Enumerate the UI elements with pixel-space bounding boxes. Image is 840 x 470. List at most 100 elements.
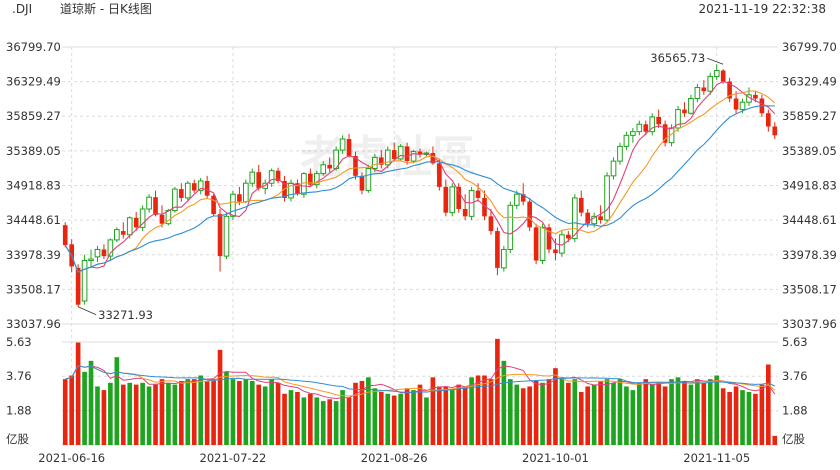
volume-bar-up (249, 380, 255, 445)
volume-bar-down (443, 386, 449, 445)
volume-bar-down (701, 382, 707, 445)
candle-body-down (462, 208, 468, 217)
volume-bar-down (546, 379, 552, 445)
volume-bar-up (82, 371, 87, 445)
candle-body-up (107, 239, 114, 257)
candle-body-down (662, 124, 668, 143)
candle-body-down (217, 214, 223, 257)
volume-bar-down (682, 380, 687, 445)
candle-body-down (643, 124, 649, 132)
volume-bar-down (62, 379, 68, 445)
volume-bar-up (301, 397, 307, 445)
volume-bar-down (133, 384, 139, 445)
low-label: 33271.93 (98, 308, 153, 322)
candle-body-down (437, 163, 442, 187)
candle-body-down (578, 197, 584, 213)
candle-body-down (327, 164, 333, 169)
volume-bar-down (327, 399, 333, 445)
volume-unit-right: 亿股 (782, 432, 805, 446)
price-tick-label-left: 33037.96 (6, 317, 61, 331)
volume-bar-up (624, 386, 629, 445)
candle-body-down (204, 180, 210, 196)
candle-body-down (346, 139, 352, 156)
volume-bar-up (333, 401, 339, 445)
candle-body-down (359, 175, 365, 191)
volume-bar-up (314, 397, 320, 445)
volume-bar-down (359, 380, 365, 445)
candle-body-down (520, 194, 526, 202)
candle-body-up (139, 208, 146, 228)
volume-bar-up (95, 386, 100, 445)
volume-bar-down (527, 386, 532, 445)
candle-body-up (365, 167, 372, 192)
candle-body-down (546, 227, 552, 250)
candle-body-up (397, 145, 404, 160)
candle-body-up (223, 215, 230, 257)
price-tick-label-left: 36799.70 (6, 40, 61, 54)
candle-body-up (88, 258, 94, 262)
price-tick-label-right: 33508.17 (782, 282, 837, 296)
candle-body-up (649, 116, 656, 133)
candle-body-down (179, 189, 184, 198)
candle-body-up (513, 193, 520, 206)
candle-body-down (682, 109, 687, 114)
volume-bar-down (772, 435, 778, 445)
volume-bar-down (430, 377, 436, 445)
candle-body-down (533, 227, 539, 261)
candle-body-up (501, 248, 507, 269)
annotations: 36565.73 33271.93 (77, 51, 724, 322)
volume-bar-down (295, 391, 300, 445)
candle-body-down (488, 216, 494, 232)
volume-unit-left: 亿股 (6, 432, 29, 446)
candle-body-up (114, 229, 120, 241)
price-tick-label-right: 34448.61 (782, 213, 837, 227)
price-tick-label-left: 34918.83 (6, 179, 61, 193)
price-tick-label-left: 36329.49 (6, 75, 61, 89)
volume-bar-up (140, 382, 145, 445)
candle-body-up (507, 204, 514, 250)
volume-bar-down (566, 382, 571, 445)
vol-ma5-line (65, 365, 776, 400)
candle-body-down (153, 197, 158, 215)
candle-body-down (75, 267, 81, 305)
candle-body-up (230, 193, 236, 217)
candle-body-down (772, 126, 778, 136)
volume-bar-up (411, 390, 416, 445)
vol-ma20-line (65, 365, 775, 393)
high-leader-line (707, 57, 724, 65)
volume-bar-up (127, 382, 133, 445)
candle-body-down (308, 173, 313, 185)
candle-body-up (243, 182, 249, 203)
volume-bar-down (101, 390, 107, 445)
date-tick-label: 2021-11-05 (683, 451, 750, 465)
price-tick-label-right: 36329.49 (782, 75, 837, 89)
volume-bar-up (172, 384, 178, 445)
volume-bar-up (166, 382, 171, 445)
price-tick-label-right: 36799.70 (782, 40, 837, 54)
candle-body-down (211, 195, 216, 215)
candle-body-up (617, 145, 623, 162)
volume-bar-down (475, 375, 481, 445)
candle-body-down (701, 87, 707, 92)
volume-tick-label-left: 1.88 (6, 404, 32, 418)
volume-bar-down (488, 379, 494, 445)
price-tick-label-right: 35859.27 (782, 109, 837, 123)
volume-bar-down (391, 395, 397, 445)
candle-body-down (527, 201, 532, 228)
volume-bar-down (437, 386, 442, 445)
candle-body-up (94, 248, 101, 258)
volume-bar-up (746, 391, 752, 445)
volume-bar-down (256, 384, 262, 445)
candle-body-down (443, 186, 449, 213)
volume-bar-down (585, 386, 591, 445)
candle-body-up (675, 109, 681, 129)
volume-bar-down (643, 379, 649, 445)
candle-body-down (475, 190, 481, 198)
volume-bar-down (456, 384, 462, 445)
price-tick-label-left: 33508.17 (6, 282, 61, 296)
volume-bar-up (507, 379, 513, 445)
candle-body-up (268, 170, 275, 184)
candle-body-down (482, 197, 487, 217)
volume-bars (62, 338, 778, 445)
